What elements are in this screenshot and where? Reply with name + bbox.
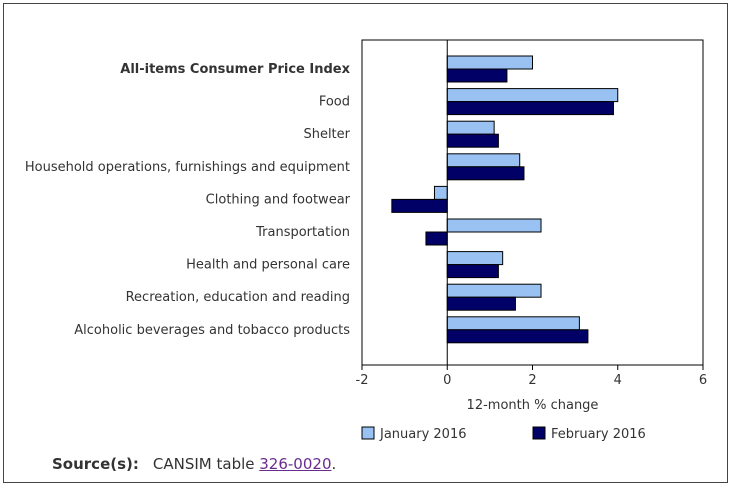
bar-jan <box>433 185 448 200</box>
x-tick-label: 0 <box>443 373 451 388</box>
bar-jan <box>446 55 533 70</box>
bar-feb <box>446 296 516 311</box>
legend-swatch <box>532 426 546 440</box>
bar-jan <box>446 316 580 331</box>
source-line: Source(s): CANSIM table 326-0020. <box>52 455 336 473</box>
category-label: Health and personal care <box>186 258 350 273</box>
bar-jan <box>446 218 542 233</box>
legend-label: January 2016 <box>379 427 467 442</box>
x-tick-label: 4 <box>614 373 622 388</box>
bar-jan <box>446 88 619 103</box>
legend-label: February 2016 <box>551 427 646 442</box>
bar-feb <box>446 68 508 83</box>
x-tick-label: 6 <box>699 373 707 388</box>
bar-feb <box>446 133 499 148</box>
category-label: Shelter <box>303 127 350 142</box>
bar-feb <box>446 264 499 279</box>
x-axis-label: 12-month % change <box>467 398 599 413</box>
category-label: Transportation <box>255 225 350 240</box>
category-label: Alcoholic beverages and tobacco products <box>74 323 350 338</box>
bar-feb <box>425 231 448 246</box>
bar-jan <box>446 251 504 266</box>
x-tick-label: 2 <box>528 373 536 388</box>
bar-jan <box>446 283 542 298</box>
source-suffix: . <box>331 455 337 473</box>
category-label: Recreation, education and reading <box>126 290 350 305</box>
source-text: CANSIM table <box>152 455 260 473</box>
bar-jan <box>446 120 495 135</box>
bar-jan <box>446 153 521 168</box>
source-link[interactable]: 326-0020 <box>259 455 332 473</box>
chart-frame <box>3 3 728 483</box>
x-tick-label: -2 <box>356 373 369 388</box>
category-label: Food <box>319 95 350 110</box>
category-label: Household operations, furnishings and eq… <box>25 160 350 175</box>
category-label: Clothing and footwear <box>206 192 351 207</box>
bar-feb <box>446 101 614 116</box>
bar-feb <box>446 329 589 344</box>
source-label: Source(s): <box>52 455 139 473</box>
category-label: All-items Consumer Price Index <box>120 62 350 77</box>
bar-feb <box>391 198 448 213</box>
legend-swatch <box>361 426 375 440</box>
bar-feb <box>446 166 525 181</box>
